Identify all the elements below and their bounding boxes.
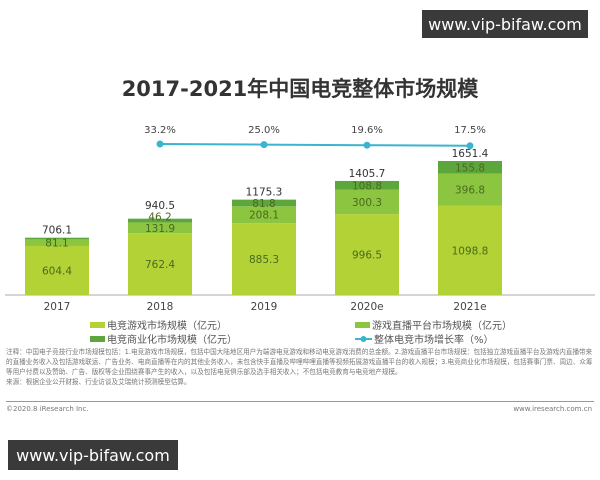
segment-label: 604.4 (42, 265, 72, 277)
x-tick-label: 2017 (44, 301, 71, 313)
legend-label: 电竞商业化市场规模（亿元） (107, 335, 237, 346)
total-label: 1405.7 (349, 168, 386, 180)
bar-segment (438, 173, 502, 206)
total-label: 1175.3 (246, 186, 283, 198)
legend-item-0: 电竞游戏市场规模（亿元） (90, 317, 227, 332)
segment-label: 108.8 (352, 180, 382, 192)
watermark: www.vip-bifaw.com (422, 10, 588, 38)
legend-item-2: 电竞商业化市场规模（亿元） (90, 331, 237, 346)
segment-label: 996.5 (352, 250, 382, 262)
bar-segment (232, 199, 296, 207)
legend-swatch (90, 321, 105, 328)
x-tick-label: 2021e (453, 301, 486, 313)
growth-point (260, 141, 268, 149)
legend-item-1: 游戏直播平台市场规模（亿元） (355, 317, 512, 332)
bar-segment (232, 223, 296, 295)
growth-point (156, 140, 164, 148)
legend-label: 整体电竞市场增长率（%） (374, 335, 494, 346)
segment-label: 885.3 (249, 254, 279, 266)
bar-segment (335, 189, 399, 215)
segment-label: 131.9 (145, 223, 175, 235)
bar-segment (438, 161, 502, 174)
x-tick-label: 2019 (251, 301, 278, 313)
growth-label: 19.6% (351, 125, 383, 136)
growth-line (159, 143, 471, 147)
legend-item-line: 整体电竞市场增长率（%） (355, 331, 494, 346)
watermark: www.vip-bifaw.com (8, 440, 178, 470)
bar-segment (438, 205, 502, 295)
growth-point (363, 141, 371, 149)
segment-label: 396.8 (455, 185, 485, 197)
legend-swatch (355, 321, 370, 328)
chart-title: 2017-2021年中国电竞整体市场规模 (122, 77, 480, 101)
growth-label: 25.0% (248, 125, 280, 136)
bar-segment (128, 233, 192, 295)
segment-label: 46.2 (148, 211, 171, 223)
segment-label: 155.8 (455, 162, 485, 174)
bar-segment (25, 245, 89, 295)
bar-segment (25, 237, 89, 240)
legend-swatch (90, 335, 105, 342)
bar-segment (335, 214, 399, 295)
source-text: 来源：根据企业公开财报、行业访谈及艾瑞统计预测模型估算。 (6, 378, 191, 386)
copyright: ©2020.8 iResearch Inc. (6, 405, 89, 413)
note: 注释：中国电子竞技行业市场规模包括：1.电竞游戏市场规模，包括中国大陆地区用户为… (6, 347, 596, 387)
note-text: 注释：中国电子竞技行业市场规模包括：1.电竞游戏市场规模，包括中国大陆地区用户为… (6, 348, 593, 376)
line-marker-icon (355, 335, 372, 342)
total-label: 940.5 (145, 200, 175, 212)
segment-label: 762.4 (145, 259, 175, 271)
growth-point (466, 142, 474, 150)
growth-label: 33.2% (144, 125, 176, 136)
bar-segment (25, 239, 89, 246)
growth-label: 17.5% (454, 125, 486, 136)
bar-segment (335, 180, 399, 190)
segment-label: 208.1 (249, 210, 279, 222)
legend-label: 电竞游戏市场规模（亿元） (107, 321, 227, 332)
bar-segment (128, 222, 192, 234)
segment-label: 300.3 (352, 197, 382, 209)
bar-segment (232, 206, 296, 224)
legend-label: 游戏直播平台市场规模（亿元） (372, 321, 512, 332)
divider (6, 401, 594, 402)
x-tick-label: 2018 (147, 301, 174, 313)
bar-segment (128, 218, 192, 223)
total-label: 1651.4 (452, 148, 489, 160)
segment-label: 81.8 (252, 198, 275, 210)
segment-label: 81.1 (45, 238, 68, 250)
total-label: 706.1 (42, 225, 72, 237)
x-tick-label: 2020e (350, 301, 383, 313)
website: www.iresearch.com.cn (513, 405, 592, 413)
segment-label: 1098.8 (452, 245, 489, 257)
